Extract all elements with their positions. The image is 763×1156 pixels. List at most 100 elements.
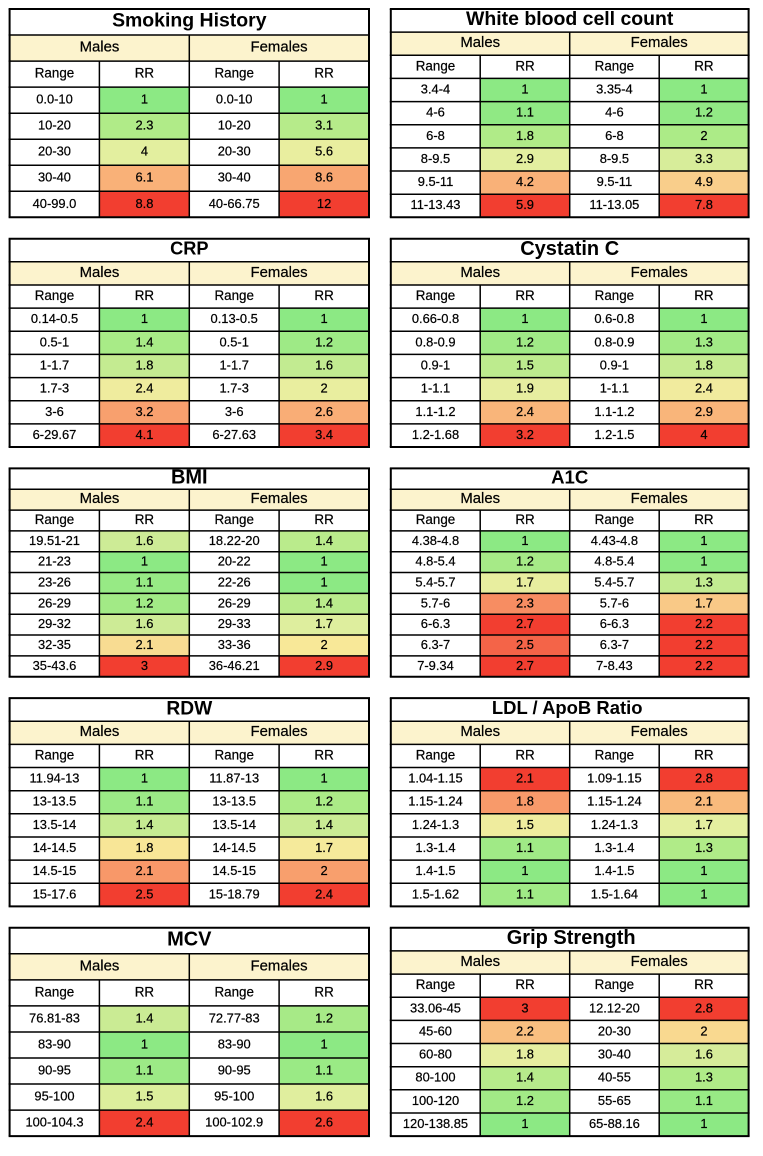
svg-text:6-6.3: 6-6.3 — [600, 616, 629, 631]
svg-text:Range: Range — [35, 66, 74, 81]
svg-text:Females: Females — [251, 265, 308, 281]
svg-text:Males: Males — [80, 265, 120, 281]
svg-text:5.4-5.7: 5.4-5.7 — [415, 574, 455, 589]
svg-text:Females: Females — [631, 724, 688, 740]
svg-text:0.9-1: 0.9-1 — [421, 358, 450, 373]
svg-text:Females: Females — [251, 724, 308, 740]
svg-text:1.2: 1.2 — [315, 1010, 333, 1025]
svg-text:30-40: 30-40 — [38, 170, 71, 185]
svg-text:RR: RR — [515, 58, 535, 73]
svg-text:RR: RR — [135, 747, 155, 762]
svg-text:26-29: 26-29 — [218, 595, 251, 610]
svg-text:Smoking History: Smoking History — [112, 10, 267, 32]
svg-text:13.5-14: 13.5-14 — [33, 817, 77, 832]
svg-text:3.2: 3.2 — [135, 404, 153, 419]
svg-text:2.2: 2.2 — [516, 1023, 534, 1038]
svg-text:10-20: 10-20 — [38, 118, 71, 133]
svg-text:1: 1 — [321, 311, 328, 326]
svg-text:1: 1 — [321, 554, 328, 569]
svg-text:3.1: 3.1 — [315, 118, 333, 133]
svg-text:Range: Range — [595, 288, 634, 303]
svg-text:8.6: 8.6 — [315, 170, 333, 185]
svg-text:20-30: 20-30 — [38, 144, 71, 159]
svg-text:1.1: 1.1 — [516, 105, 534, 120]
svg-text:1.4: 1.4 — [315, 533, 333, 548]
svg-text:1: 1 — [700, 311, 707, 326]
svg-text:RR: RR — [515, 977, 535, 992]
svg-text:1: 1 — [700, 1116, 707, 1131]
svg-text:14.5-15: 14.5-15 — [33, 863, 77, 878]
svg-text:19.51-21: 19.51-21 — [29, 533, 80, 548]
svg-text:120-138.85: 120-138.85 — [403, 1116, 468, 1131]
svg-text:8-9.5: 8-9.5 — [600, 151, 629, 166]
svg-text:0.8-0.9: 0.8-0.9 — [594, 334, 634, 349]
svg-text:1.5-1.64: 1.5-1.64 — [591, 886, 638, 901]
svg-text:1.5-1.62: 1.5-1.62 — [412, 886, 459, 901]
svg-text:Range: Range — [35, 512, 74, 527]
svg-text:RR: RR — [694, 288, 714, 303]
svg-text:0.13-0.5: 0.13-0.5 — [211, 311, 258, 326]
svg-text:A1C: A1C — [551, 466, 588, 487]
svg-text:Males: Males — [80, 724, 120, 740]
svg-text:2.2: 2.2 — [695, 616, 713, 631]
svg-text:1.3: 1.3 — [695, 334, 713, 349]
svg-text:RR: RR — [314, 66, 334, 81]
svg-text:2.4: 2.4 — [516, 404, 534, 419]
svg-text:2.6: 2.6 — [315, 1115, 333, 1130]
svg-text:1: 1 — [521, 1116, 528, 1131]
svg-text:1.2: 1.2 — [315, 794, 333, 809]
svg-text:2.7: 2.7 — [516, 658, 534, 673]
svg-text:1: 1 — [321, 771, 328, 786]
svg-text:1.2: 1.2 — [516, 334, 534, 349]
svg-text:5.6: 5.6 — [315, 144, 333, 159]
svg-text:100-104.3: 100-104.3 — [25, 1115, 83, 1130]
svg-text:1.1-1.2: 1.1-1.2 — [594, 404, 634, 419]
svg-text:100-102.9: 100-102.9 — [205, 1115, 263, 1130]
svg-text:5.7-6: 5.7-6 — [421, 595, 450, 610]
svg-text:6-8: 6-8 — [605, 128, 624, 143]
svg-text:1.6: 1.6 — [135, 533, 153, 548]
svg-text:Grip Strength: Grip Strength — [507, 927, 636, 949]
svg-text:0.0-10: 0.0-10 — [36, 92, 73, 107]
svg-text:Range: Range — [595, 747, 634, 762]
svg-text:1: 1 — [521, 863, 528, 878]
svg-text:RR: RR — [135, 984, 155, 999]
svg-text:1: 1 — [141, 771, 148, 786]
svg-text:1.3: 1.3 — [695, 574, 713, 589]
svg-text:1.7: 1.7 — [315, 840, 333, 855]
svg-text:Males: Males — [80, 491, 120, 507]
svg-text:4.8-5.4: 4.8-5.4 — [415, 554, 455, 569]
svg-text:Females: Females — [631, 491, 688, 507]
svg-text:1.3-1.4: 1.3-1.4 — [415, 840, 455, 855]
svg-text:0.14-0.5: 0.14-0.5 — [31, 311, 78, 326]
svg-text:RR: RR — [694, 58, 714, 73]
svg-text:0.6-0.8: 0.6-0.8 — [594, 311, 634, 326]
svg-text:1: 1 — [521, 533, 528, 548]
svg-text:Range: Range — [416, 288, 455, 303]
svg-text:Range: Range — [416, 58, 455, 73]
svg-text:Males: Males — [460, 265, 500, 281]
svg-text:Range: Range — [595, 512, 634, 527]
svg-text:1.4: 1.4 — [315, 595, 333, 610]
svg-text:RR: RR — [314, 984, 334, 999]
svg-text:6-29.67: 6-29.67 — [33, 427, 77, 442]
svg-text:72.77-83: 72.77-83 — [209, 1010, 260, 1025]
svg-text:Males: Males — [80, 40, 120, 56]
svg-text:1.4: 1.4 — [135, 817, 153, 832]
svg-text:2.2: 2.2 — [695, 637, 713, 652]
svg-text:2: 2 — [700, 1023, 707, 1038]
svg-text:7-9.34: 7-9.34 — [417, 658, 454, 673]
svg-text:1: 1 — [521, 82, 528, 97]
svg-text:1.24-1.3: 1.24-1.3 — [591, 817, 638, 832]
svg-text:2.3: 2.3 — [135, 118, 153, 133]
svg-text:Males: Males — [460, 724, 500, 740]
svg-text:3.35-4: 3.35-4 — [596, 82, 633, 97]
svg-text:1.3: 1.3 — [695, 840, 713, 855]
svg-text:White blood cell count: White blood cell count — [466, 8, 674, 30]
svg-text:Females: Females — [631, 265, 688, 281]
svg-text:0.5-1: 0.5-1 — [220, 334, 249, 349]
svg-text:2: 2 — [321, 863, 328, 878]
svg-text:2.6: 2.6 — [315, 404, 333, 419]
svg-text:Males: Males — [460, 491, 500, 507]
svg-text:5.9: 5.9 — [516, 197, 534, 212]
